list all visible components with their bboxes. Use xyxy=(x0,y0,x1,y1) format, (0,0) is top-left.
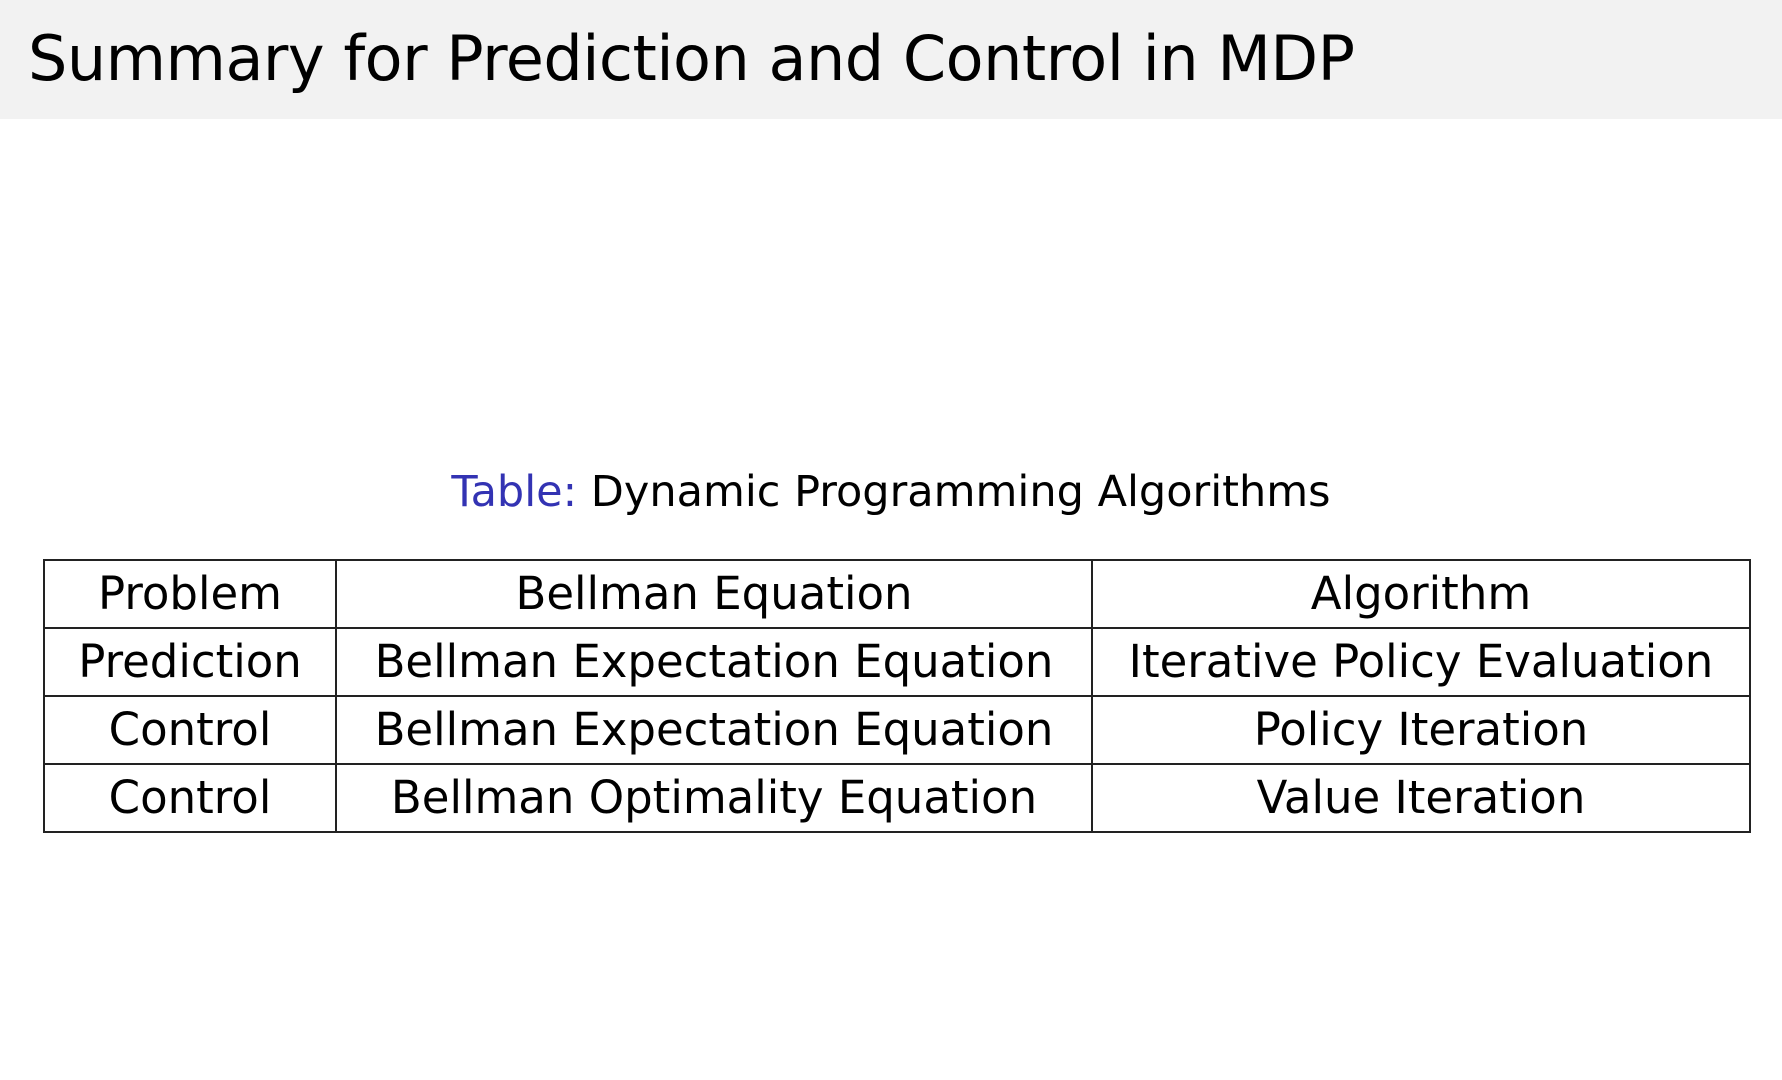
table-row: Control Bellman Optimality Equation Valu… xyxy=(43,763,1751,833)
table-row: Prediction Bellman Expectation Equation … xyxy=(43,627,1751,697)
table-header-row: Problem Bellman Equation Algorithm xyxy=(43,559,1751,629)
table-cell: Bellman Expectation Equation xyxy=(335,627,1093,697)
algorithms-table: Problem Bellman Equation Algorithm Predi… xyxy=(43,559,1751,833)
caption-label: Table: xyxy=(451,467,578,517)
table-caption: Table: Dynamic Programming Algorithms xyxy=(0,462,1782,522)
table-cell: Prediction xyxy=(43,627,337,697)
header-cell: Bellman Equation xyxy=(335,559,1093,629)
caption-text: Dynamic Programming Algorithms xyxy=(590,467,1331,517)
table-cell: Iterative Policy Evaluation xyxy=(1091,627,1751,697)
table-cell: Policy Iteration xyxy=(1091,695,1751,765)
header-cell: Problem xyxy=(43,559,337,629)
table-cell: Value Iteration xyxy=(1091,763,1751,833)
table-cell: Bellman Expectation Equation xyxy=(335,695,1093,765)
table-cell: Control xyxy=(43,763,337,833)
slide-header: Summary for Prediction and Control in MD… xyxy=(0,0,1782,119)
table-row: Control Bellman Expectation Equation Pol… xyxy=(43,695,1751,765)
slide-title: Summary for Prediction and Control in MD… xyxy=(28,22,1355,95)
table-cell: Control xyxy=(43,695,337,765)
table-cell: Bellman Optimality Equation xyxy=(335,763,1093,833)
header-cell: Algorithm xyxy=(1091,559,1751,629)
